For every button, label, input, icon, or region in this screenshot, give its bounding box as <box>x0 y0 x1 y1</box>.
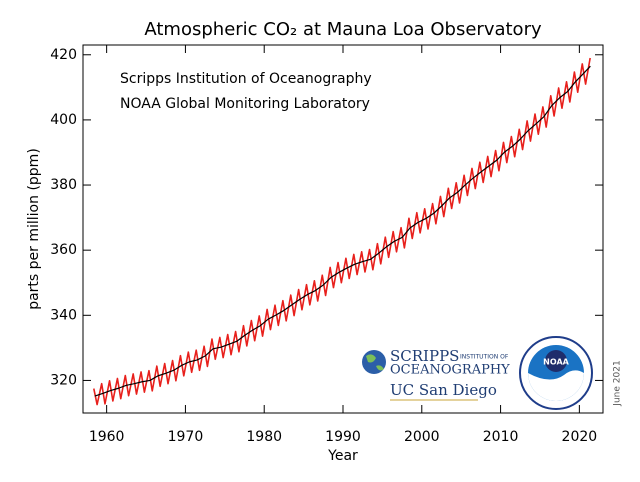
chart-title: Atmospheric CO₂ at Mauna Loa Observatory <box>144 19 542 40</box>
x-tick-label: 2010 <box>483 429 519 445</box>
logo-text: NOAA <box>543 358 569 367</box>
y-axis-label: parts per million (ppm) <box>26 148 42 310</box>
x-axis-label: Year <box>327 448 358 464</box>
x-tick-label: 2020 <box>562 429 598 445</box>
y-tick-label: 340 <box>50 307 77 323</box>
date-note: June 2021 <box>613 360 623 406</box>
y-tick-label: 400 <box>50 112 77 128</box>
noaa-bird <box>528 370 584 401</box>
data-line <box>94 65 591 397</box>
y-tick-label: 420 <box>50 47 77 63</box>
x-tick-label: 1990 <box>325 429 361 445</box>
annotation: NOAA Global Monitoring Laboratory <box>120 96 370 112</box>
noaa-badge <box>545 350 567 372</box>
logo-text: SCRIPPS <box>390 347 459 365</box>
scripps-logo: SCRIPPS INSTITUTION OF OCEANOGRAPHY UC S… <box>362 347 510 401</box>
x-tick-label: 2000 <box>404 429 440 445</box>
globe-icon <box>362 350 386 374</box>
data-line <box>93 57 591 406</box>
noaa-logo: NOAA <box>519 336 593 410</box>
y-tick-label: 360 <box>50 242 77 258</box>
x-tick-label: 1980 <box>246 429 282 445</box>
y-tick-label: 320 <box>50 372 77 388</box>
x-tick-label: 1970 <box>168 429 204 445</box>
x-tick-label: 1960 <box>89 429 125 445</box>
logo-text: INSTITUTION OF <box>460 354 509 361</box>
logo-text: UC San Diego <box>390 381 497 399</box>
globe-land <box>366 354 384 371</box>
annotation: Scripps Institution of Oceanography <box>120 71 372 87</box>
logo-text: OCEANOGRAPHY <box>390 363 510 378</box>
y-tick-label: 380 <box>50 177 77 193</box>
